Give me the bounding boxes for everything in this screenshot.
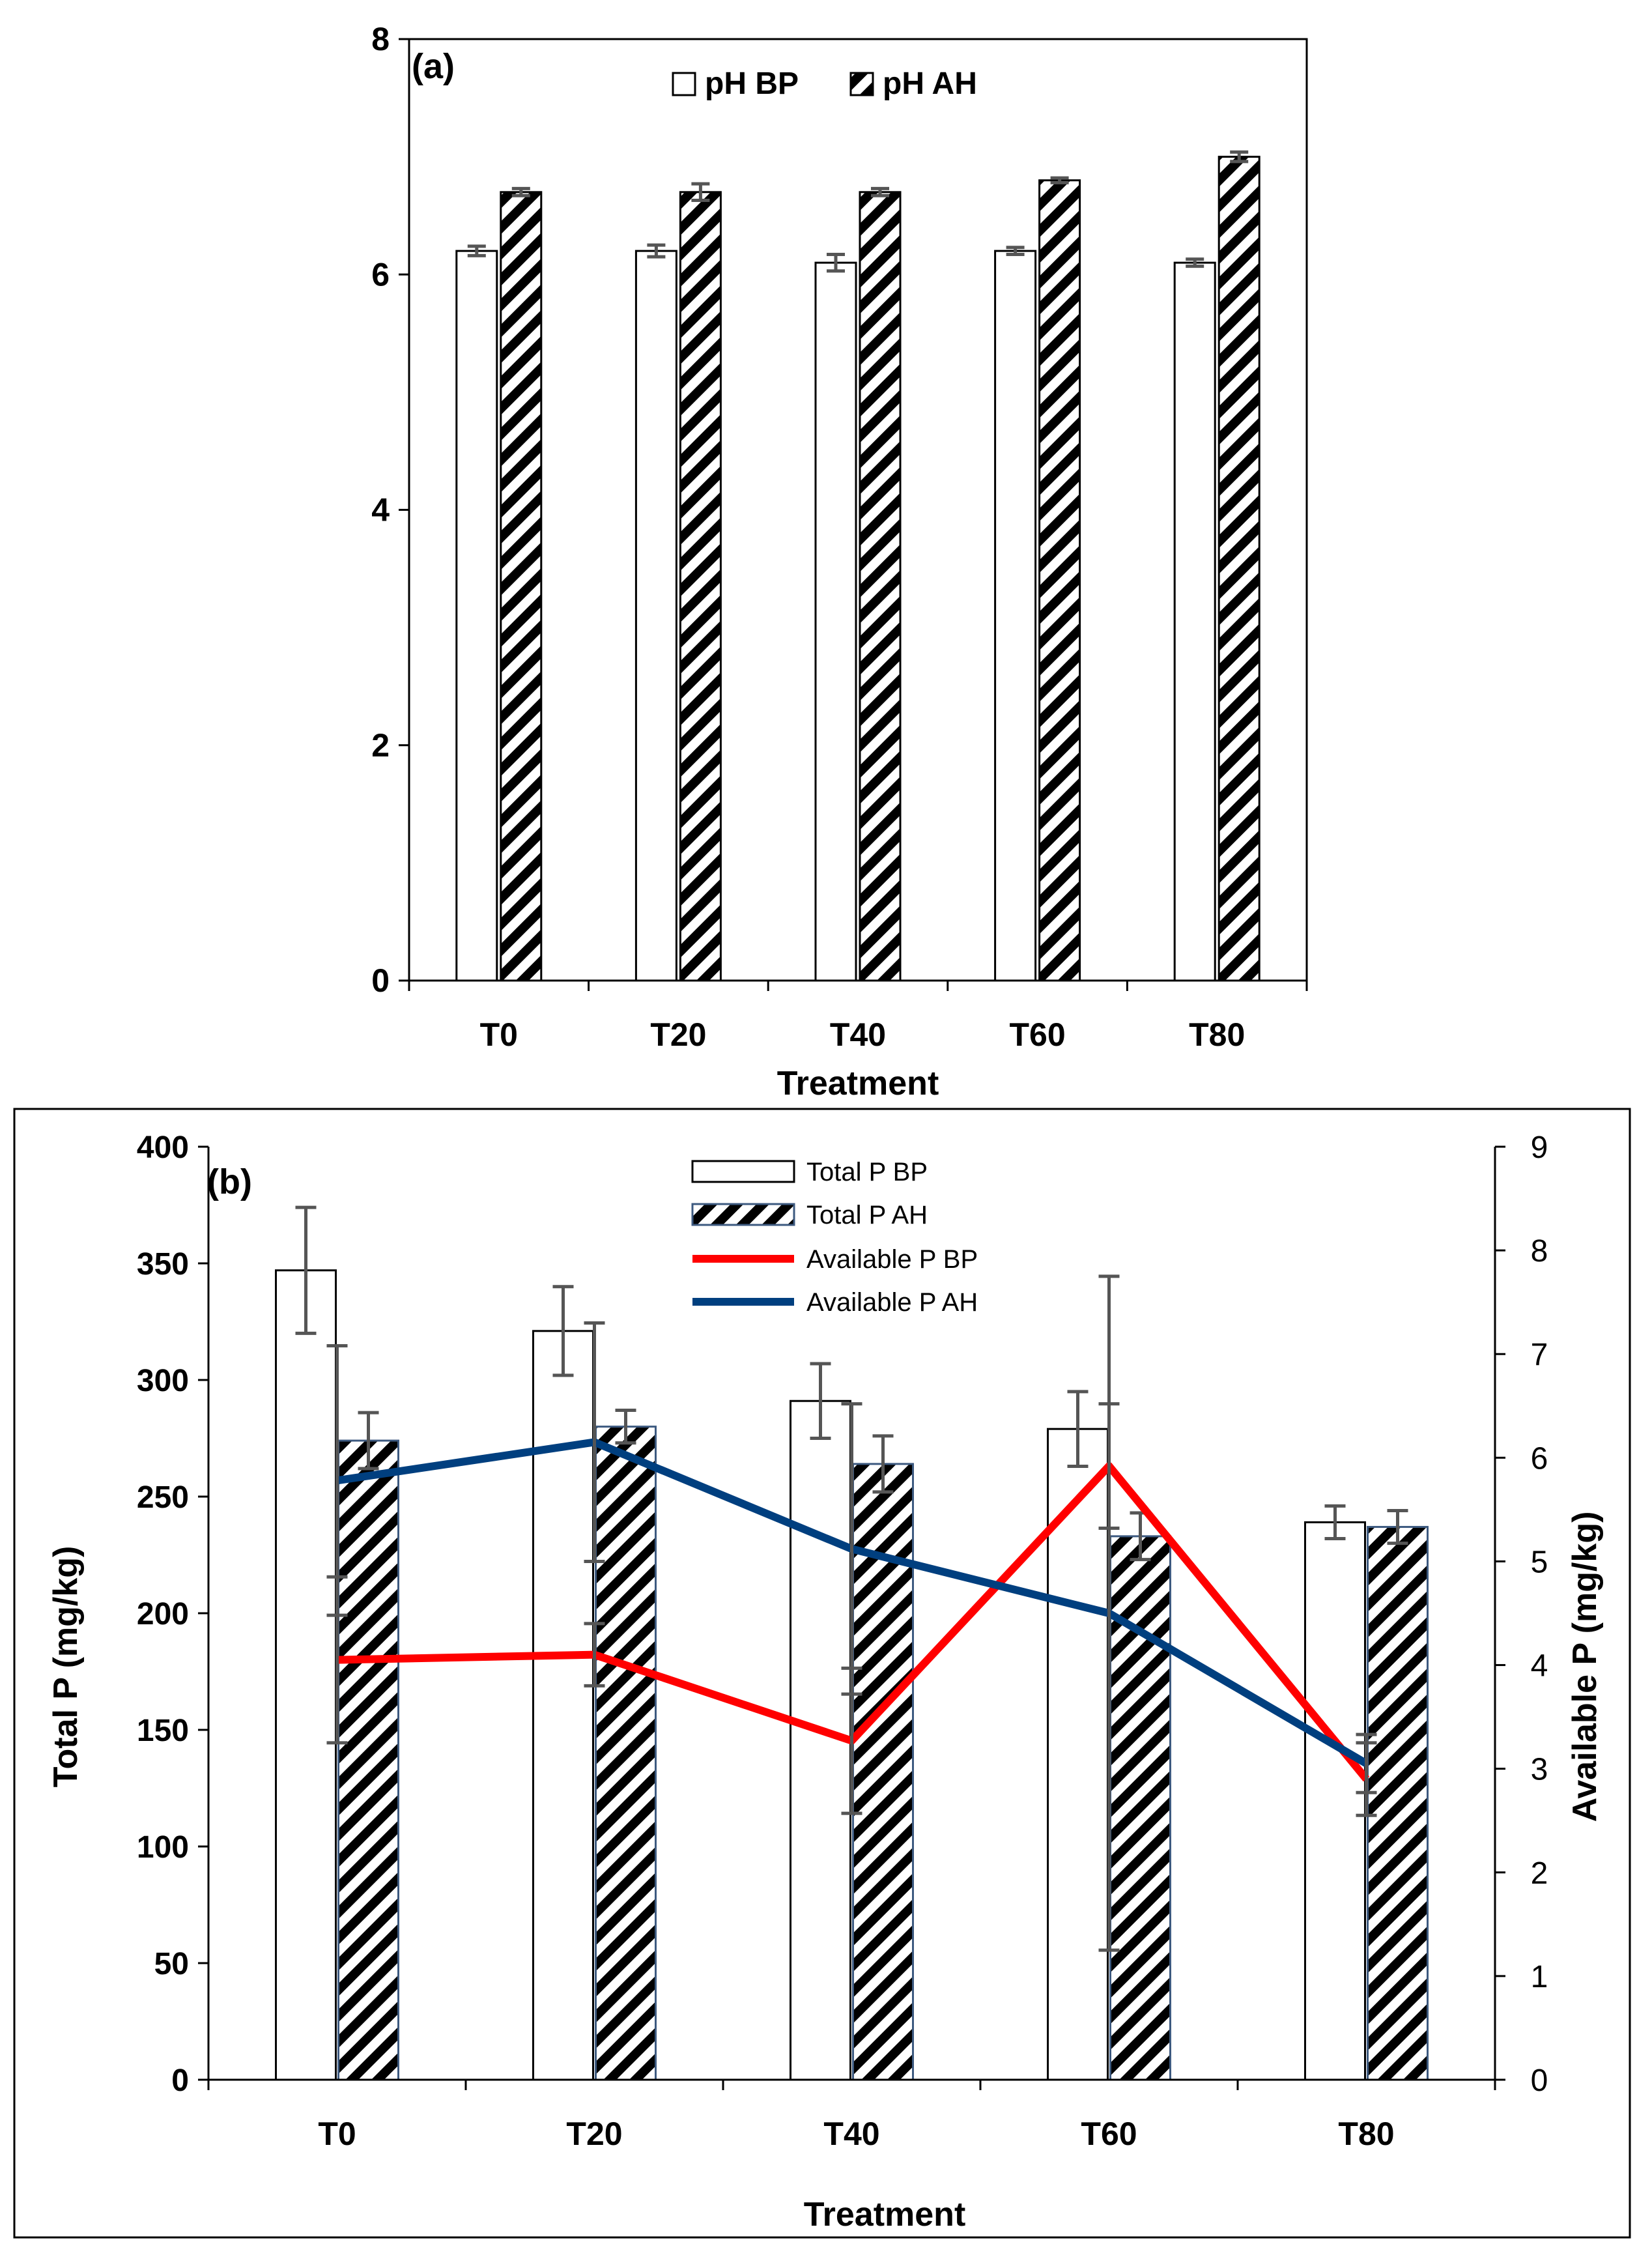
panel-b-y-tick-label-0: 0	[171, 2063, 189, 2098]
legend-label-ph-bp: pH BP	[705, 66, 799, 101]
panel-a-y-axis: 0 2 4 6 8	[371, 21, 409, 999]
panel-a-x-tick-label-T40: T40	[830, 1016, 886, 1053]
panel-b-outer-frame	[13, 1108, 1631, 2239]
legend-label-ph-ah: pH AH	[883, 66, 977, 101]
panel-b-x-tick-label-T40: T40	[823, 2116, 879, 2152]
legend-swatch-total-p-bp	[691, 1160, 795, 1183]
panel-b-y-tick-label-150: 150	[137, 1714, 189, 1748]
panel-b-bar-total-p-bp-T80	[1304, 1521, 1366, 2081]
panel-a-x-tick-label-T20: T20	[650, 1016, 706, 1053]
panel-b-bar-total-p-ah-T20	[595, 1426, 657, 2081]
panel-a-x-tick-label-T0: T0	[480, 1016, 518, 1053]
panel-a-bar-ph-bp-T40	[814, 261, 857, 982]
panel-a-bar-ph-bp-T0	[455, 250, 498, 982]
legend-label-total-p-bp: Total P BP	[806, 1158, 928, 1186]
legend-swatch-ph-ah	[849, 72, 874, 96]
panel-b-y2-tick-label-9: 9	[1531, 1130, 1548, 1165]
panel-b-y-tick-label-400: 400	[137, 1130, 189, 1165]
panel-b-y-tick-label-100: 100	[137, 1830, 189, 1865]
panel-a-label: (a)	[412, 47, 455, 86]
panel-a-bar-ph-bp-T20	[634, 250, 677, 982]
panel-b-y2-tick-label-0: 0	[1531, 2063, 1548, 2098]
panel-a-x-tick-label-T60: T60	[1010, 1016, 1066, 1053]
panel-a: 0 2 4 6 8 T0 T20 T40 T60 T80 (a) Treatment pH BP…	[371, 21, 1308, 1102]
panel-b-x-tick-label-T20: T20	[566, 2116, 622, 2152]
panel-a-bar-ph-ah-T80	[1218, 156, 1260, 982]
panel-b-legend: Total P BP Total P AH Available P BP Ava…	[691, 1158, 978, 1317]
panel-b-bar-error-bars	[295, 1205, 1408, 1562]
panel-b-y-tick-label-300: 300	[137, 1364, 189, 1398]
panel-b-y2-tick-label-6: 6	[1531, 1441, 1548, 1476]
panel-a-x-tick-label-T80: T80	[1189, 1016, 1245, 1053]
panel-a-y-tick-label-6: 6	[371, 256, 390, 293]
panel-b-bar-total-p-ah-T0	[337, 1439, 399, 2081]
panel-a-bars	[455, 156, 1260, 982]
panel-a-y-tick-label-8: 8	[371, 21, 390, 57]
panel-a-error-bars	[467, 150, 1249, 273]
panel-b-y2-tick-label-8: 8	[1531, 1234, 1548, 1269]
panel-a-plot-frame	[408, 38, 1308, 982]
panel-b-y2-tick-label-4: 4	[1531, 1649, 1548, 1684]
panel-b-line-error-bars	[326, 1274, 1377, 1952]
panel-b-y2-tick-label-3: 3	[1531, 1753, 1548, 1787]
legend-swatch-ph-bp	[672, 72, 696, 96]
panel-b-x-tick-label-T80: T80	[1338, 2116, 1394, 2152]
panel-b-bars	[275, 1269, 1429, 2081]
panel-b-y2-tick-label-7: 7	[1531, 1338, 1548, 1372]
panel-a-y-tick-label-2: 2	[371, 727, 390, 764]
panel-b-y-tick-label-250: 250	[137, 1480, 189, 1515]
legend-label-total-p-ah: Total P AH	[806, 1201, 928, 1229]
legend-label-available-p-ah: Available P AH	[806, 1288, 978, 1317]
legend-swatch-total-p-ah	[691, 1203, 795, 1226]
panel-b-y2-tick-label-2: 2	[1531, 1856, 1548, 1891]
panel-b-y2-tick-label-5: 5	[1531, 1545, 1548, 1579]
panel-a-bar-ph-bp-T60	[994, 250, 1037, 982]
panel-b-y-tick-label-200: 200	[137, 1597, 189, 1631]
panel-a-bar-ph-bp-T80	[1173, 261, 1216, 982]
panel-a-legend: pH BP pH AH	[672, 66, 977, 101]
panel-b-y-tick-label-50: 50	[154, 1947, 189, 1981]
panel-a-x-axis: T0 T20 T40 T60 T80	[408, 981, 1308, 1053]
panel-b: 0 50 100 150 200 250 300 350 400 0 1 2 3 4 5 6 7 8 9 T0 T2…	[13, 1108, 1631, 2239]
panel-b-bar-total-p-bp-T60	[1047, 1428, 1109, 2081]
panel-a-y-tick-label-0: 0	[371, 962, 390, 999]
panel-b-x-tick-label-T60: T60	[1081, 2116, 1137, 2152]
panel-a-y-tick-label-4: 4	[371, 492, 390, 528]
panel-b-right-y-axis: 0 1 2 3 4 5 6 7 8 9	[1495, 1130, 1548, 2098]
panel-b-y2-title: Available P (mg/kg)	[1566, 1512, 1604, 1822]
panel-b-bar-total-p-bp-T0	[275, 1269, 337, 2081]
panel-b-label: (b)	[207, 1162, 252, 1201]
panel-a-bar-ph-ah-T40	[859, 191, 902, 982]
panel-b-left-y-axis: 0 50 100 150 200 250 300 350 400	[137, 1130, 208, 2098]
panel-b-x-title: Treatment	[804, 2196, 966, 2233]
panel-b-y-title: Total P (mg/kg)	[47, 1546, 85, 1788]
panel-b-bar-total-p-ah-T80	[1367, 1526, 1429, 2081]
legend-label-available-p-bp: Available P BP	[806, 1245, 978, 1274]
panel-b-x-axis: T0 T20 T40 T60 T80	[207, 2080, 1496, 2152]
panel-a-bar-ph-ah-T0	[500, 191, 543, 982]
panel-b-bar-total-p-ah-T60	[1109, 1535, 1171, 2081]
panel-a-bar-ph-ah-T20	[679, 191, 722, 982]
panel-a-x-title: Treatment	[777, 1065, 939, 1102]
panel-b-x-tick-label-T0: T0	[318, 2116, 356, 2152]
panel-b-y2-tick-label-1: 1	[1531, 1960, 1548, 1994]
panel-a-bar-ph-ah-T60	[1038, 179, 1081, 982]
panel-b-y-tick-label-350: 350	[137, 1247, 189, 1282]
